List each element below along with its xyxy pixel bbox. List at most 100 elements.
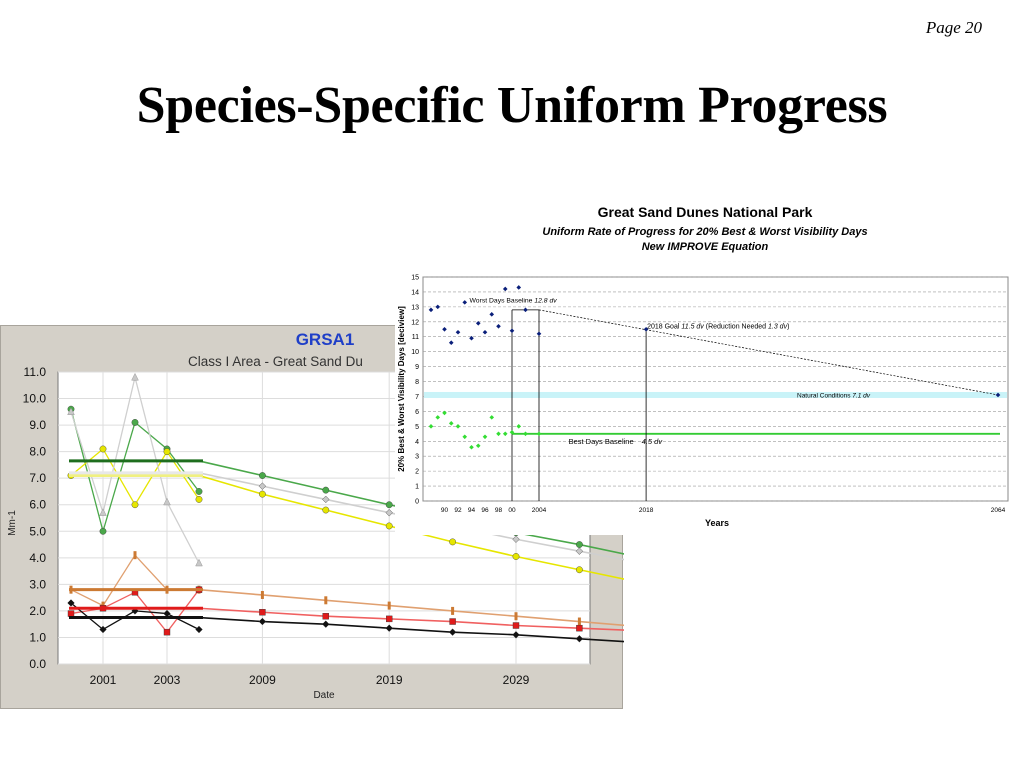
grsa1-glidepath-point [575,635,584,643]
grsa1-glidepath-point [385,501,393,509]
gsd-chart: Great Sand Dunes National Park Uniform R… [397,204,1009,528]
grsa1-glidepath-point [324,596,328,605]
grsa1-measured-point [99,625,107,634]
gsd-annotations: Worst Days Baseline 12.8 dv 2018 Goal 11.… [470,297,871,445]
gsd-y-tick-label: 11 [412,334,419,341]
grsa1-chart-title: GRSA1 [296,330,355,349]
gsd-x-tick-labels: 90 92 94 96 98 00 2004 2018 2064 [441,507,1006,514]
grsa1-y-tick-labels: 0.0 1.0 2.0 3.0 4.0 5.0 6.0 7.0 8.0 9.0 10.0 11.0 [23,365,47,671]
grsa1-glidepath-point [258,617,267,626]
grsa1-measured-point [133,551,137,560]
grsa1-x-tick-label: 2029 [503,673,530,687]
grsa1-y-tick-label: 11.0 [24,365,47,379]
grsa1-glidepath-point [512,631,520,639]
gsd-y-tick-label: 10 [411,349,419,356]
slide-title: Species-Specific Uniform Progress [136,77,888,134]
grsa1-y-tick-label: 3.0 [29,577,46,591]
gsd-natural-conditions-label-part: Natural Conditions [797,392,851,399]
grsa1-glidepath-point [258,472,266,479]
gsd-goal-point [643,326,649,332]
gsd-best-day-point [489,415,495,420]
gsd-worst-day-point [482,329,488,335]
gsd-x-tick-label: 92 [454,507,462,514]
grsa1-measured-point [131,419,139,426]
gsd-worst-day-point [469,335,474,341]
grsa1-measured-point [163,497,171,506]
grsa1-glidepath-point [385,624,393,632]
grsa1-glidepath-point [322,613,329,620]
gsd-x-tick-label: 98 [495,507,503,514]
gsd-best-day-point [442,410,447,416]
grsa1-x-tick-label: 2009 [249,673,276,687]
grsa1-glidepath-point [448,628,457,636]
gsd-y-tick-label: 14 [411,289,419,296]
grsa1-measured-point [131,372,139,381]
grsa1-glidepath-point [386,615,393,623]
gsd-natural-conditions-label-part: 7.1 dv [850,392,870,399]
gsd-worst-day-point [496,323,501,329]
grsa1-x-tick-label: 2003 [154,673,181,687]
gsd-natural-conditions-band [424,391,1007,398]
gsd-x-tick-label: 2004 [532,507,547,514]
grsa1-y-tick-label: 0.0 [29,657,46,671]
grsa1-glidepath-point [512,535,520,543]
gsd-y-axis-label: 20% Best & Worst Visibility Days [decivi… [397,306,406,472]
gsd-goal-label-part: 1.3 dv [766,323,788,330]
grsa1-x-tick-label: 2001 [90,673,117,687]
gsd-y-tick-label: 15 [411,275,419,282]
gsd-y-tick-label: 6 [415,409,419,416]
grsa1-measured-point [67,599,75,607]
gsd-worst-day-point [428,307,434,313]
grsa1-glidepath-point [449,618,456,625]
grsa1-glidepath-point [576,624,583,632]
grsa1-glidepath-point [259,609,266,616]
grsa1-glidepath-point [576,541,583,548]
gsd-worst-day-point [475,320,481,326]
gsd-y-tick-label: 0 [415,499,419,506]
grsa1-y-tick-label: 6.0 [29,498,46,512]
grsa1-glidepath-point [512,553,520,560]
gsd-best-baseline-label-part: Best Days Baseline [569,437,634,446]
gsd-best-day-point [475,443,481,449]
grsa1-y-tick-label: 7.0 [29,471,46,485]
gsd-chart-title: Great Sand Dunes National Park [598,204,813,220]
gsd-best-day-point [496,431,501,437]
grsa1-glidepath-point [322,620,330,628]
gsd-y-tick-label: 12 [411,319,419,326]
gsd-goal-label-part: ) [787,323,789,330]
grsa1-measured-point [195,625,203,634]
grsa1-glidepath-point [451,606,455,615]
grsa1-measured-point [195,488,203,495]
grsa1-x-axis-label: Date [313,690,335,701]
gsd-best-day-point [435,415,441,420]
grsa1-x-tick-label: 2019 [376,673,403,687]
gsd-best-day-point [502,431,508,437]
gsd-y-tick-label: 2 [415,469,419,476]
grsa1-measured-point [99,445,107,453]
gsd-plot-area [422,276,1009,502]
gsd-goal-label-part: 11.5 dv [679,323,704,330]
gsd-best-day-point [428,424,434,429]
grsa1-measured-point [163,448,171,456]
gsd-y-tick-label: 7 [415,394,419,401]
gsd-chart-panel: Great Sand Dunes National Park Uniform R… [395,195,1015,535]
gsd-series [424,285,1007,501]
grsa1-y-tick-label: 9.0 [29,418,46,432]
gsd-y-tick-label: 8 [415,379,419,386]
gsd-chart-subtitle-2: New IMPROVE Equation [642,241,769,253]
grsa1-measured-point [195,496,203,503]
grsa1-measured-point [131,501,139,509]
grsa1-glidepath-point [387,601,391,610]
grsa1-glidepath-point [576,566,583,574]
gsd-x-tick-label: 90 [441,507,449,514]
gsd-best-day-point [462,434,468,440]
grsa1-measured-point [67,610,75,617]
grsa1-y-tick-label: 2.0 [29,604,46,618]
gsd-x-tick-label: 94 [468,507,476,514]
gsd-worst-day-point [442,326,447,332]
grsa1-y-tick-label: 4.0 [29,551,46,565]
grsa1-glidepath-point [322,486,330,494]
gsd-worst-day-point [435,304,441,310]
grsa1-measured-point [163,628,171,636]
